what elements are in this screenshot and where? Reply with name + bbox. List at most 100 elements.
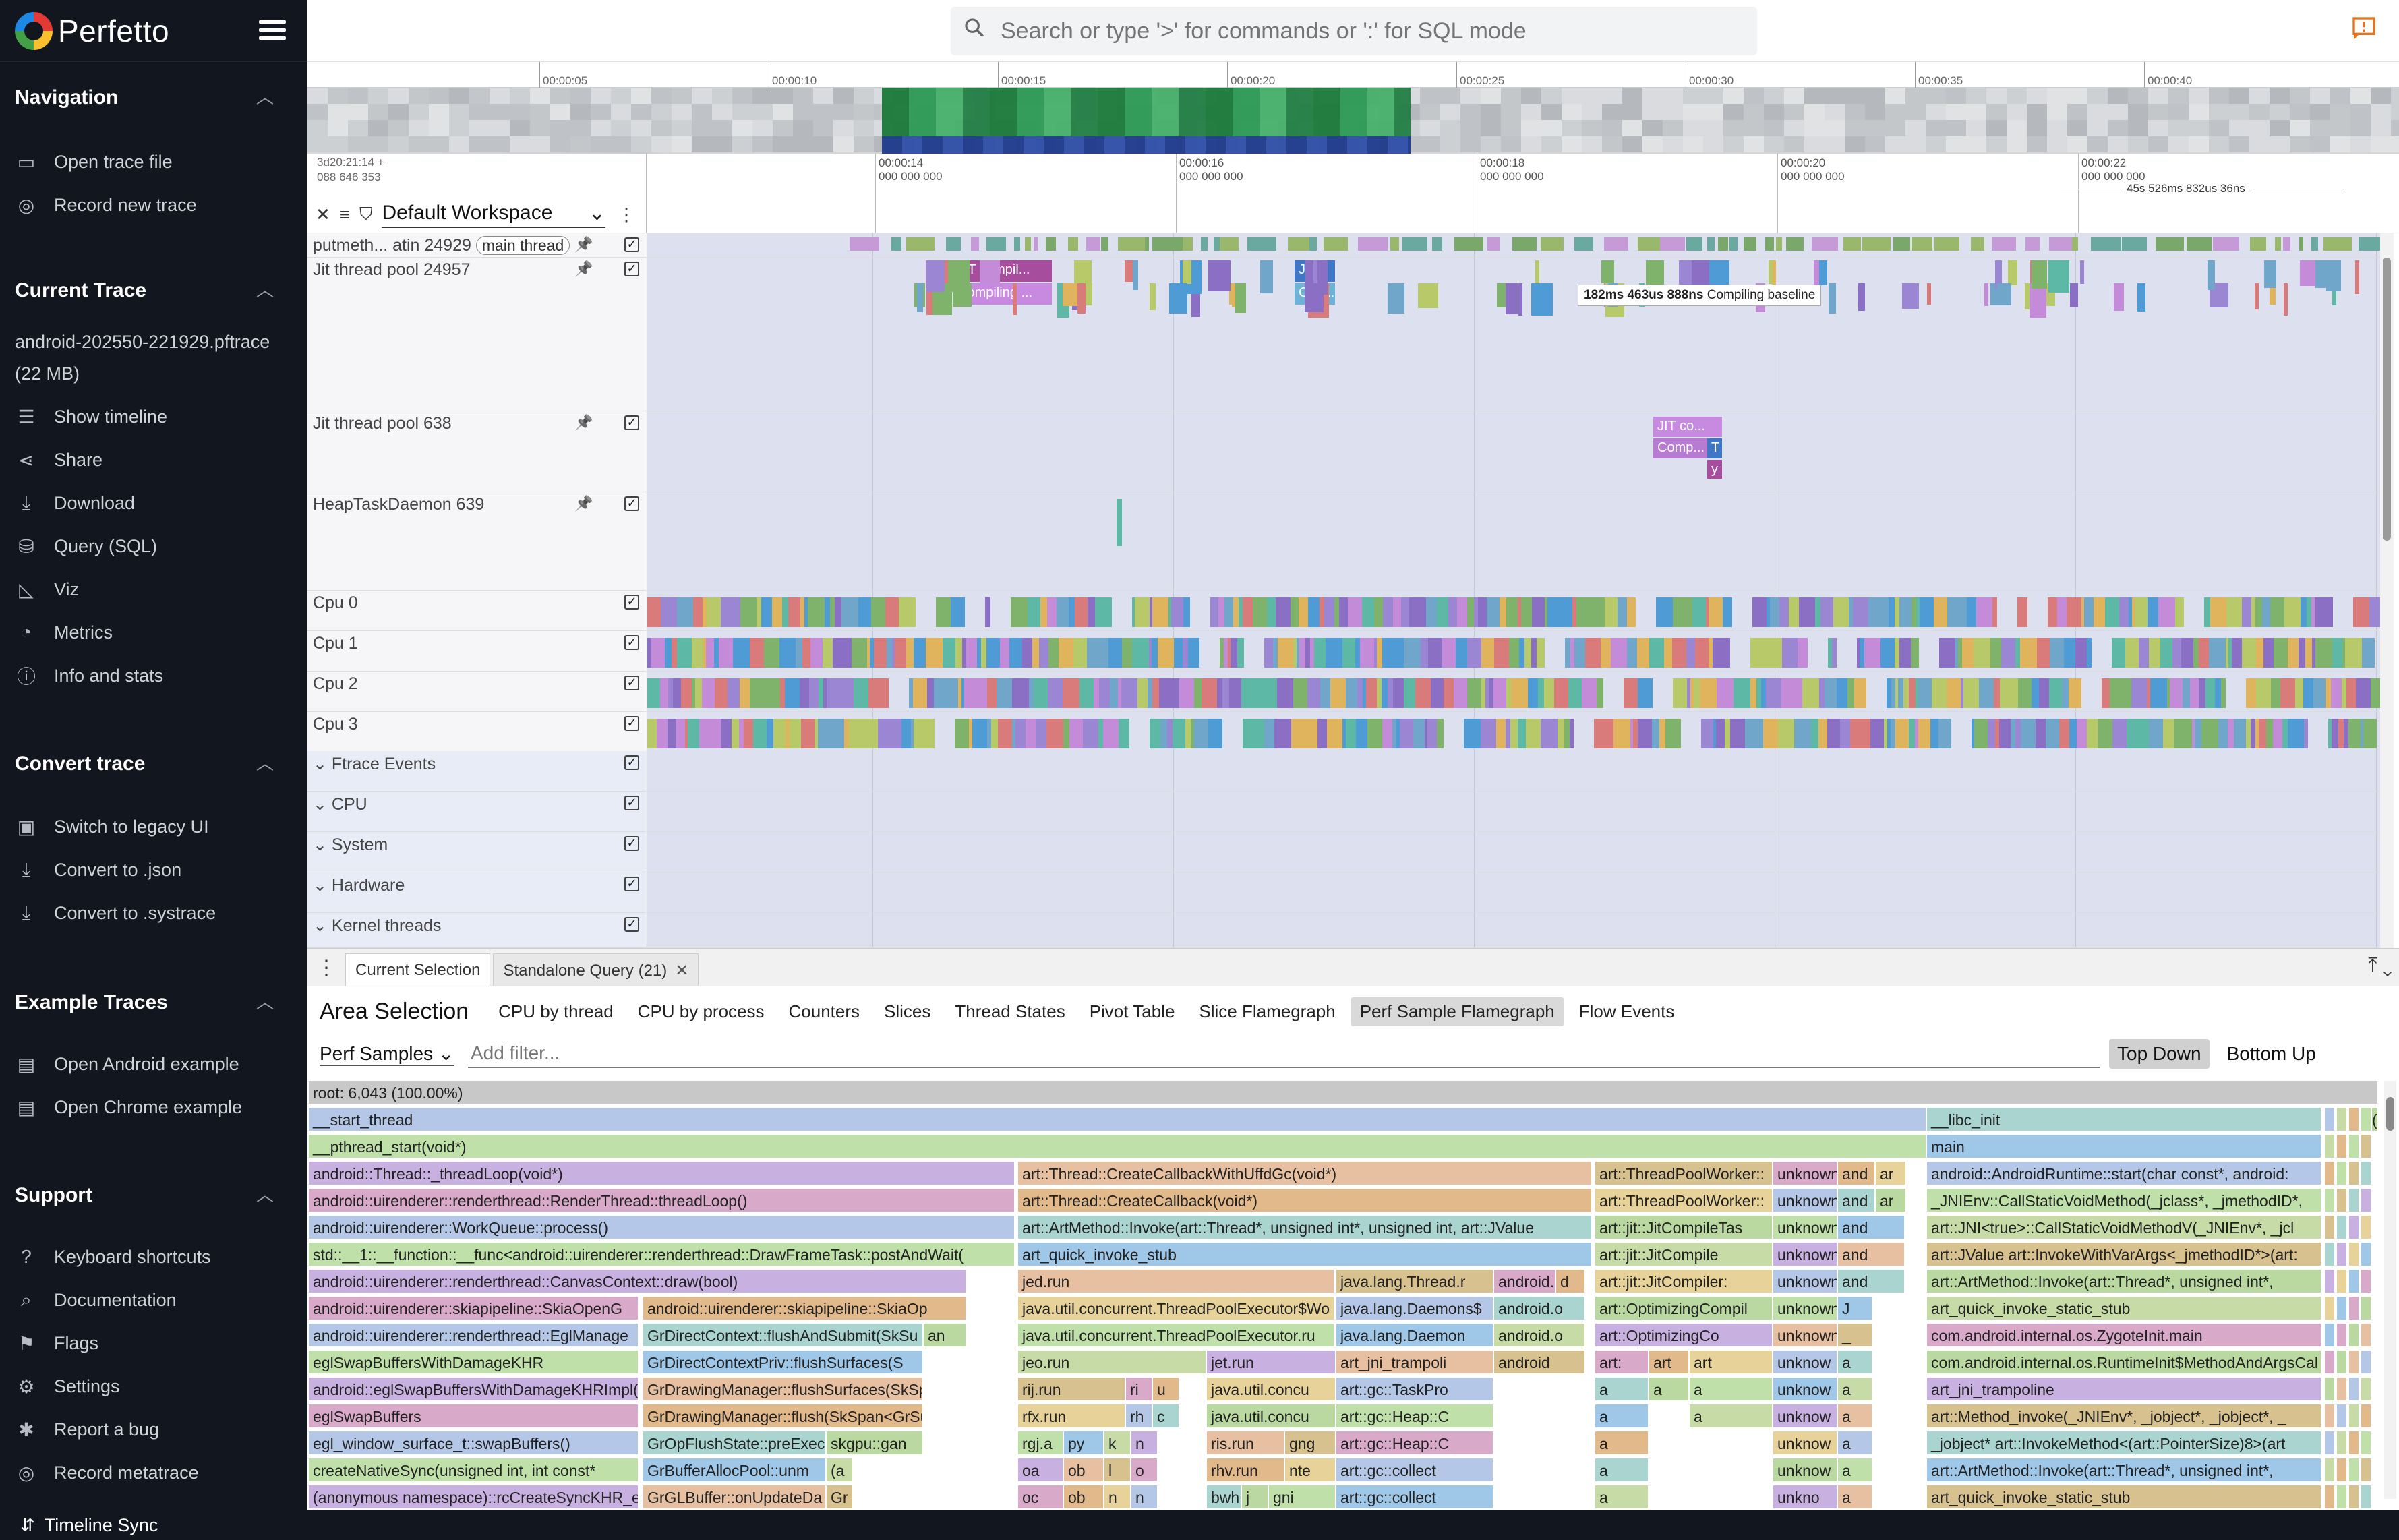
sidebar-item-report-a-bug[interactable]: ✱ Report a bug (15, 1415, 159, 1444)
cpu-slice[interactable] (809, 678, 819, 708)
cpu-slice[interactable] (2218, 719, 2228, 748)
cpu-slice[interactable] (2242, 597, 2251, 627)
cpu-slice[interactable] (1415, 678, 1431, 708)
cpu-slice[interactable] (1000, 638, 1009, 668)
cpu-slice[interactable] (2075, 638, 2087, 668)
cpu-slice[interactable] (924, 719, 935, 748)
cpu-slice[interactable] (1404, 678, 1415, 708)
cpu-slice[interactable] (827, 678, 837, 708)
cpu-slice[interactable] (1056, 678, 1063, 708)
cpu-slice[interactable] (825, 597, 830, 627)
cpu-slice[interactable] (1253, 597, 1267, 627)
cpu-slice[interactable] (2087, 638, 2092, 668)
track-lane[interactable] (647, 233, 2386, 257)
flame-frame[interactable]: art::jit::JitCompile (1595, 1243, 1773, 1268)
cpu-slice[interactable] (1009, 638, 1022, 668)
cpu-slice[interactable] (1393, 597, 1401, 627)
cpu-slice[interactable] (1374, 597, 1383, 627)
sidebar-item-metrics[interactable]: ◔ Metrics (15, 618, 113, 647)
cpu-slice[interactable] (874, 638, 887, 668)
checkbox[interactable]: ✓ (624, 796, 639, 810)
cpu-slice[interactable] (1572, 597, 1576, 627)
flame-frame-sliver[interactable] (2361, 1378, 2372, 1402)
cpu-slice[interactable] (785, 678, 800, 708)
cpu-slice[interactable] (2210, 597, 2226, 627)
jit-slice[interactable] (1305, 283, 1324, 312)
cpu-slice[interactable] (1524, 638, 1531, 668)
flame-frame-sliver[interactable] (2361, 1135, 2372, 1160)
cpu-slice[interactable] (1409, 597, 1426, 627)
cpu-slice[interactable] (695, 678, 702, 708)
main-thread-slice[interactable] (2250, 237, 2266, 251)
cpu-slice[interactable] (1032, 638, 1039, 668)
sidebar-item-share[interactable]: ⋖ Share (15, 445, 102, 475)
flame-frame[interactable]: art::ArtMethod::Invoke(art::Thread*, uns… (1927, 1270, 2322, 1295)
flame-frame[interactable]: jet.run (1207, 1351, 1336, 1375)
flame-frame-sliver[interactable] (2325, 1135, 2336, 1160)
flame-frame[interactable]: oa (1018, 1458, 1064, 1483)
flame-frame[interactable]: GrBufferAllocPool::unm (643, 1458, 827, 1483)
jit-slice[interactable] (1814, 260, 1819, 285)
chevron-up-icon[interactable]: ︿ (256, 1185, 274, 1205)
cpu-slice[interactable] (2181, 638, 2193, 668)
cpu-slice[interactable] (887, 638, 892, 668)
cpu-slice[interactable] (677, 638, 692, 668)
flame-frame[interactable]: art (1649, 1351, 1690, 1375)
flame-frame[interactable]: unknown (1773, 1162, 1838, 1187)
flame-frame[interactable]: android::uirenderer::renderthread::EglMa… (309, 1324, 639, 1349)
flame-frame[interactable]: art_quick_invoke_stub (1018, 1243, 1593, 1268)
cpu-slice[interactable] (2312, 638, 2315, 668)
cpu-slice[interactable] (714, 638, 719, 668)
cpu-slice[interactable] (1673, 678, 1687, 708)
cpu-slice[interactable] (2328, 719, 2332, 748)
cpu-slice[interactable] (1464, 719, 1481, 748)
flame-frame-sliver[interactable] (2325, 1297, 2336, 1322)
flame-frame[interactable]: bwh.c (1207, 1485, 1242, 1510)
cpu-slice[interactable] (1493, 678, 1506, 708)
cpu-slice[interactable] (1541, 719, 1558, 748)
flame-frame[interactable]: art::OptimizingCo (1595, 1324, 1773, 1349)
jit-slice[interactable] (1997, 283, 2003, 305)
cpu-slice[interactable] (1222, 678, 1229, 708)
flame-frame[interactable]: a (1690, 1378, 1773, 1402)
flame-frame-sliver[interactable] (2349, 1243, 2360, 1268)
cpu-slice[interactable] (699, 597, 703, 627)
flame-frame[interactable]: gng (1285, 1431, 1336, 1456)
cpu-slice[interactable] (1585, 638, 1601, 668)
cpu-slice[interactable] (1692, 597, 1699, 627)
flame-frame[interactable]: art::gc::Heap::C (1336, 1404, 1494, 1429)
chevron-down-icon[interactable]: ⌄ (313, 876, 332, 895)
cpu-slice[interactable] (2098, 719, 2112, 748)
tab-standalone-query[interactable]: Standalone Query (21) ✕ (493, 953, 699, 986)
cpu-slice[interactable] (1895, 597, 1899, 627)
cpu-slice[interactable] (1947, 678, 1961, 708)
main-thread-slice[interactable] (1014, 237, 1020, 251)
cpu-slice[interactable] (1709, 638, 1713, 668)
cpu-slice[interactable] (1770, 597, 1779, 627)
flame-frame-sliver[interactable] (2337, 1189, 2348, 1214)
jit-slice[interactable] (2326, 260, 2341, 291)
main-thread-slice[interactable] (2072, 237, 2078, 251)
flame-frame-sliver[interactable] (2337, 1378, 2348, 1402)
cpu-slice[interactable] (1179, 678, 1194, 708)
cpu-slice[interactable] (2307, 597, 2311, 627)
cpu-slice[interactable] (891, 719, 901, 748)
cpu-slice[interactable] (1767, 597, 1770, 627)
cpu-slice[interactable] (1725, 719, 1730, 748)
jit-slice[interactable] (926, 283, 932, 315)
flame-frame[interactable]: unknown (1773, 1270, 1838, 1295)
flame-root[interactable]: root: 6,043 (100.00%) (309, 1081, 2379, 1106)
cpu-slice[interactable] (1268, 678, 1277, 708)
main-thread-slice[interactable] (1086, 237, 1100, 251)
flame-frame[interactable]: unknown (1773, 1216, 1838, 1241)
cpu-slice[interactable] (1779, 597, 1789, 627)
cpu-slice[interactable] (2148, 597, 2158, 627)
cpu-slice[interactable] (1961, 678, 1963, 708)
chevron-up-icon[interactable]: ︿ (256, 87, 274, 107)
cpu-slice[interactable] (2259, 719, 2266, 748)
cpu-slice[interactable] (1895, 638, 1899, 668)
flame-frame[interactable]: skgpu::gan (827, 1431, 924, 1456)
cpu-slice[interactable] (823, 678, 827, 708)
jit-slice[interactable] (980, 260, 1000, 283)
cpu-slice[interactable] (2018, 678, 2032, 708)
